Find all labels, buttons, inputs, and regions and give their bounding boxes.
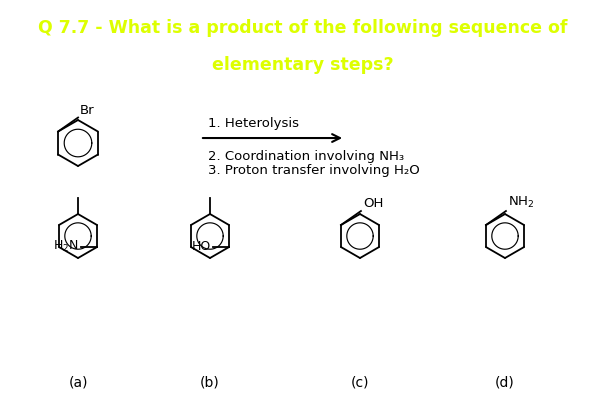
Text: (a): (a) — [68, 376, 88, 390]
Text: Br: Br — [80, 103, 95, 117]
Text: H$_2$N: H$_2$N — [53, 239, 79, 253]
Text: (d): (d) — [495, 376, 515, 390]
Text: NH$_2$: NH$_2$ — [508, 195, 534, 210]
Text: 1. Heterolysis: 1. Heterolysis — [208, 117, 299, 130]
Text: Q 7.7 - What is a product of the following sequence of: Q 7.7 - What is a product of the followi… — [38, 18, 568, 36]
Text: (c): (c) — [351, 376, 369, 390]
Text: 3. Proton transfer involving H₂O: 3. Proton transfer involving H₂O — [208, 164, 420, 177]
Text: (b): (b) — [200, 376, 220, 390]
Text: OH: OH — [363, 197, 384, 210]
Text: 2. Coordination involving NH₃: 2. Coordination involving NH₃ — [208, 150, 404, 163]
Text: elementary steps?: elementary steps? — [212, 56, 394, 74]
Text: HO: HO — [192, 239, 211, 253]
